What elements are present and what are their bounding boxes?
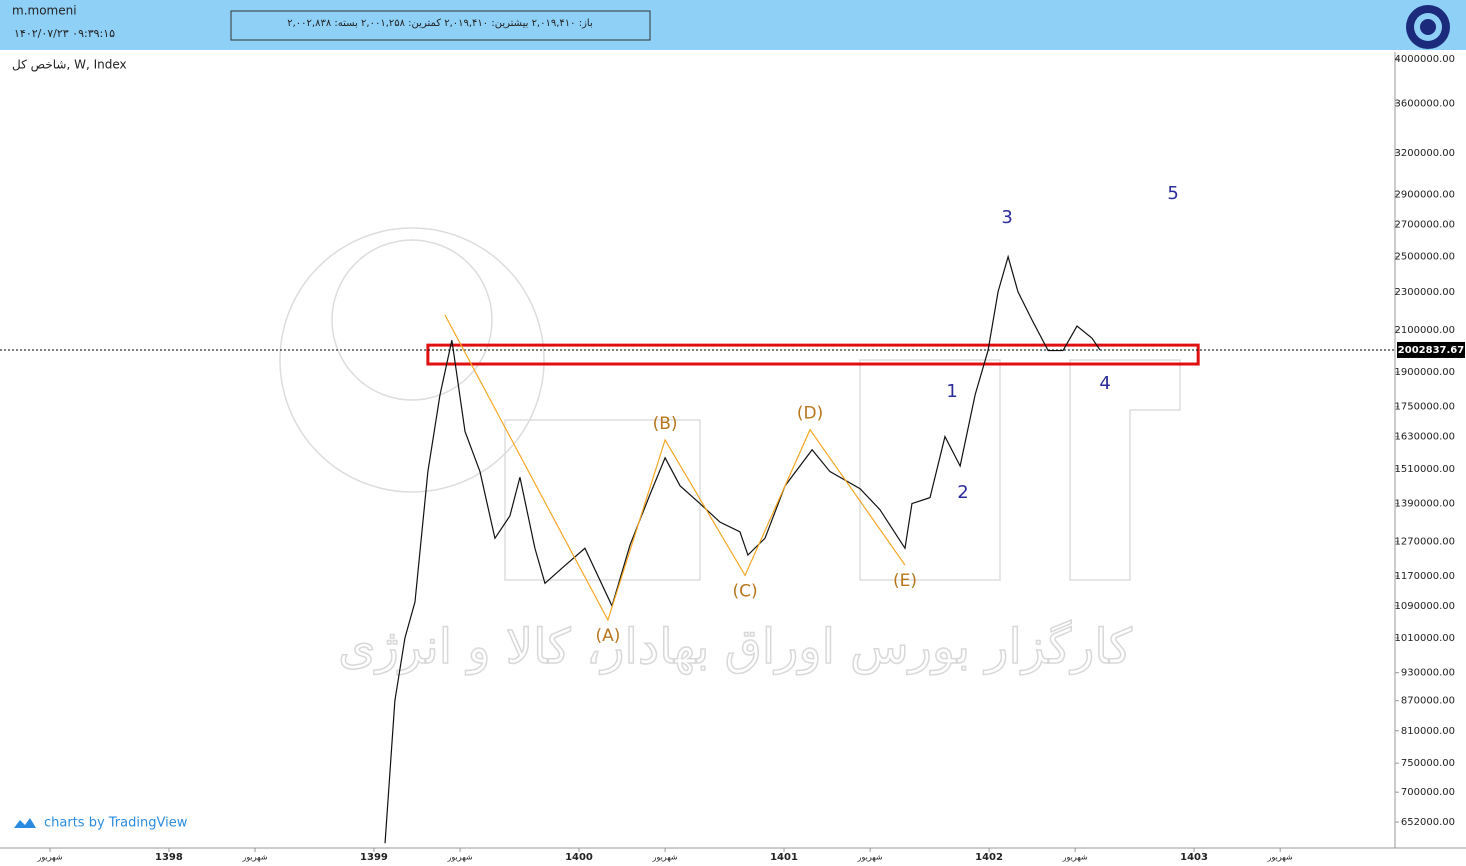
x-tick-label: 1403 bbox=[1180, 852, 1208, 863]
y-tick-label: 1170000.00 bbox=[1395, 571, 1455, 582]
impulse-label: 4 bbox=[1099, 373, 1110, 394]
wave-line bbox=[444, 314, 906, 622]
datetime: ۱۴۰۲/۰۷/۲۳ ۰۹:۳۹:۱۵ bbox=[14, 27, 115, 40]
header-bar bbox=[0, 0, 1466, 50]
x-tick-label: 1401 bbox=[770, 852, 798, 863]
symbol: شاخص کل, W, Index bbox=[12, 58, 127, 73]
y-tick-label: 2900000.00 bbox=[1395, 189, 1455, 200]
price-line bbox=[384, 254, 1101, 844]
impulse-label: 5 bbox=[1167, 183, 1178, 204]
x-tick-label: 1402 bbox=[975, 852, 1003, 863]
y-tick-label: 3200000.00 bbox=[1395, 148, 1455, 159]
user: m.momeni bbox=[12, 4, 77, 18]
y-tick-label: 2700000.00 bbox=[1395, 219, 1455, 230]
x-tick-label: شهریور bbox=[857, 853, 883, 862]
credit: charts by TradingView bbox=[44, 816, 188, 831]
logo bbox=[1406, 5, 1450, 49]
impulse-label: 3 bbox=[1001, 207, 1012, 228]
y-tick-label: 652000.00 bbox=[1401, 817, 1455, 828]
x-tick-label: شهریور bbox=[37, 853, 63, 862]
impulse-label: 1 bbox=[946, 381, 957, 402]
y-tick-label: 1270000.00 bbox=[1395, 537, 1455, 548]
y-tick-label: 700000.00 bbox=[1401, 787, 1455, 798]
y-tick-label: 1510000.00 bbox=[1395, 464, 1455, 475]
x-tick-label: 1398 bbox=[155, 852, 183, 863]
y-tick-label: 2300000.00 bbox=[1395, 287, 1455, 298]
x-tick-label: شهریور bbox=[652, 853, 678, 862]
y-tick-label: 1010000.00 bbox=[1395, 633, 1455, 644]
y-tick-label: 870000.00 bbox=[1401, 696, 1455, 707]
y-tick-label: 1900000.00 bbox=[1395, 367, 1455, 378]
y-tick-label: 1090000.00 bbox=[1395, 601, 1455, 612]
y-tick-label: 930000.00 bbox=[1401, 668, 1455, 679]
info-box bbox=[230, 10, 651, 41]
wave-label: (E) bbox=[893, 571, 917, 591]
wave-label: (D) bbox=[797, 404, 823, 424]
x-tick-label: شهریور bbox=[1062, 853, 1088, 862]
watermark: کارگزار بورس اوراق بهادار، کالا و انرژی bbox=[338, 619, 1132, 675]
impulse-label: 2 bbox=[957, 482, 968, 503]
credit-icon bbox=[14, 818, 36, 828]
x-tick-label: شهریور bbox=[242, 853, 268, 862]
last-price-box bbox=[1397, 341, 1465, 358]
watermark-shapes bbox=[279, 227, 1181, 581]
y-tick-label: 3600000.00 bbox=[1395, 98, 1455, 109]
wave-label: (C) bbox=[732, 581, 757, 601]
wave-label: (A) bbox=[595, 626, 620, 646]
x-tick-label: شهریور bbox=[1267, 853, 1293, 862]
y-tick-label: 2100000.00 bbox=[1395, 325, 1455, 336]
y-tick-label: 1390000.00 bbox=[1395, 499, 1455, 510]
last-price-label: 2002837.67 bbox=[1398, 345, 1464, 356]
y-tick-label: 4000000.00 bbox=[1395, 54, 1455, 65]
x-tick-label: شهریور bbox=[447, 853, 473, 862]
y-tick-label: 1750000.00 bbox=[1395, 402, 1455, 413]
ohlc-info: باز: ۲,۰۱۹,۴۱۰ بیشترین: ۲,۰۱۹,۴۱۰ کمترین… bbox=[287, 18, 593, 29]
x-tick-label: 1399 bbox=[360, 852, 388, 863]
y-tick-label: 810000.00 bbox=[1401, 726, 1455, 737]
y-tick-label: 2500000.00 bbox=[1395, 252, 1455, 263]
wave-label: (B) bbox=[653, 414, 678, 434]
resistance-zone bbox=[426, 343, 1200, 366]
y-tick-label: 750000.00 bbox=[1401, 758, 1455, 769]
x-tick-label: 1400 bbox=[565, 852, 593, 863]
y-tick-label: 1630000.00 bbox=[1395, 432, 1455, 443]
